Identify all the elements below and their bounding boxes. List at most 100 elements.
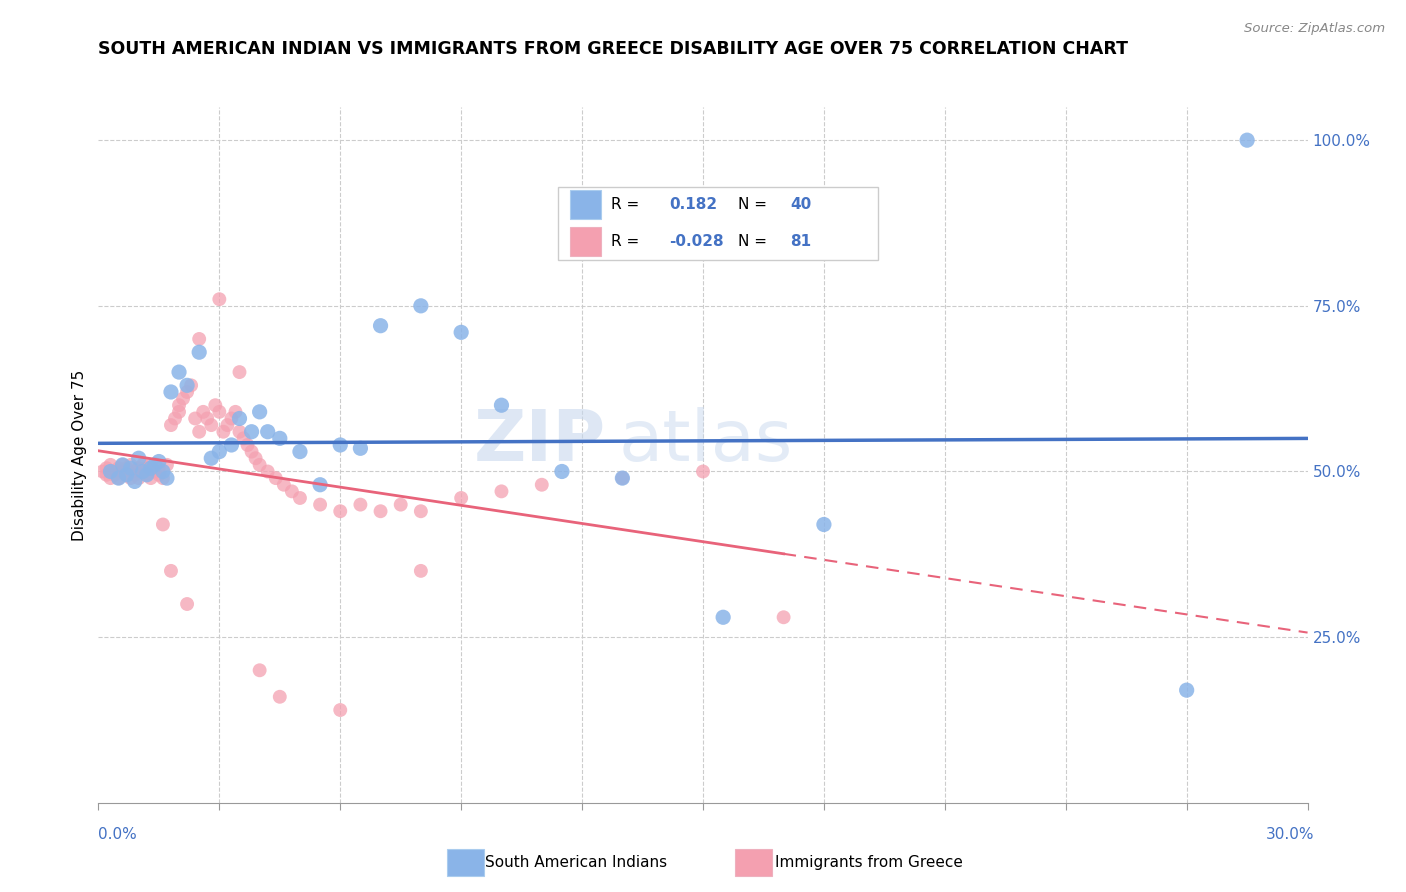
Point — [612, 471, 634, 485]
Point — [193, 405, 215, 419]
Point — [711, 610, 734, 624]
Point — [240, 425, 263, 439]
Point — [813, 517, 835, 532]
Point — [167, 398, 190, 412]
Point — [264, 471, 287, 485]
Point — [240, 444, 263, 458]
Point — [184, 411, 207, 425]
Point — [132, 465, 155, 479]
Point — [491, 398, 513, 412]
Point — [195, 411, 218, 425]
Point — [269, 690, 291, 704]
Point — [120, 458, 142, 472]
Point — [152, 471, 174, 485]
Point — [370, 318, 392, 333]
Point — [256, 425, 278, 439]
Text: N =: N = — [738, 234, 768, 249]
Point — [245, 451, 267, 466]
Point — [329, 504, 352, 518]
Point — [139, 458, 162, 472]
Point — [115, 467, 138, 482]
Point — [612, 471, 634, 485]
Point — [160, 418, 183, 433]
Point — [269, 431, 291, 445]
Point — [167, 365, 190, 379]
Point — [143, 458, 166, 472]
Point — [163, 411, 186, 425]
Point — [208, 444, 231, 458]
Point — [124, 465, 146, 479]
Point — [249, 458, 271, 472]
Point — [107, 471, 129, 485]
Point — [249, 663, 271, 677]
Text: 81: 81 — [790, 234, 811, 249]
Point — [139, 471, 162, 485]
Point — [172, 392, 194, 406]
Point — [148, 467, 170, 482]
Point — [148, 454, 170, 468]
Point — [128, 461, 150, 475]
Point — [91, 465, 114, 479]
Point — [180, 378, 202, 392]
Point — [132, 465, 155, 479]
Point — [281, 484, 304, 499]
Point — [128, 451, 150, 466]
Point — [349, 498, 371, 512]
Point — [692, 465, 714, 479]
Point — [450, 491, 472, 505]
Point — [256, 465, 278, 479]
Point — [329, 438, 352, 452]
FancyBboxPatch shape — [558, 187, 879, 260]
Point — [96, 461, 118, 475]
Point — [409, 504, 432, 518]
Point — [309, 477, 332, 491]
Text: R =: R = — [612, 234, 640, 249]
Point — [273, 477, 295, 491]
Point — [111, 458, 134, 472]
Point — [200, 451, 222, 466]
Point — [370, 504, 392, 518]
Text: Immigrants from Greece: Immigrants from Greece — [775, 855, 963, 870]
Point — [152, 465, 174, 479]
Point — [128, 471, 150, 485]
Text: N =: N = — [738, 197, 768, 212]
Point — [115, 467, 138, 482]
Point — [148, 461, 170, 475]
Text: Source: ZipAtlas.com: Source: ZipAtlas.com — [1244, 22, 1385, 36]
Point — [107, 471, 129, 485]
Point — [1236, 133, 1258, 147]
Point — [100, 458, 122, 472]
Text: SOUTH AMERICAN INDIAN VS IMMIGRANTS FROM GREECE DISABILITY AGE OVER 75 CORRELATI: SOUTH AMERICAN INDIAN VS IMMIGRANTS FROM… — [98, 40, 1129, 58]
Point — [208, 292, 231, 306]
Point — [409, 299, 432, 313]
Text: 0.182: 0.182 — [669, 197, 717, 212]
Point — [135, 467, 157, 482]
Point — [232, 431, 254, 445]
Point — [188, 332, 211, 346]
Point — [139, 461, 162, 475]
Point — [288, 491, 311, 505]
Point — [1175, 683, 1198, 698]
Text: 0.0%: 0.0% — [98, 827, 138, 841]
Point — [228, 365, 250, 379]
Point — [124, 467, 146, 482]
FancyBboxPatch shape — [569, 227, 602, 256]
Point — [176, 384, 198, 399]
Point — [530, 477, 553, 491]
Point — [236, 438, 259, 452]
Text: 30.0%: 30.0% — [1267, 827, 1315, 841]
Text: R =: R = — [612, 197, 640, 212]
Text: atlas: atlas — [619, 407, 793, 475]
Point — [551, 465, 574, 479]
Point — [228, 411, 250, 425]
Point — [135, 467, 157, 482]
Point — [217, 418, 239, 433]
Point — [200, 418, 222, 433]
Point — [120, 461, 142, 475]
Point — [188, 425, 211, 439]
Point — [156, 471, 179, 485]
Point — [176, 597, 198, 611]
Point — [135, 461, 157, 475]
Point — [111, 465, 134, 479]
Point — [208, 405, 231, 419]
